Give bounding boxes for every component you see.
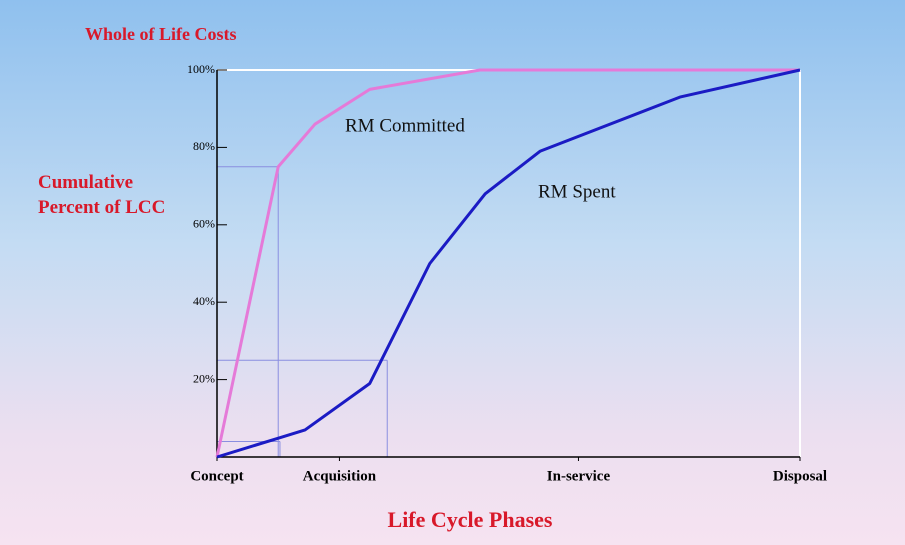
y-tick-label: 80%	[193, 139, 215, 153]
series-line	[216, 68, 801, 459]
series-label: RM Spent	[538, 181, 616, 202]
y-axis-label: Cumulative Percent of LCC	[38, 172, 166, 218]
y-tick-label: 60%	[193, 217, 215, 231]
series-label: RM Committed	[345, 115, 465, 136]
y-tick-label: 20%	[193, 371, 215, 385]
x-tick-label: In-service	[547, 468, 611, 484]
y-tick-label: 100%	[187, 62, 215, 76]
x-tick-label: Concept	[190, 468, 243, 484]
x-tick-label: Disposal	[773, 468, 827, 484]
x-tick-label: Acquisition	[303, 468, 377, 484]
y-tick-label: 40%	[193, 294, 215, 308]
series-line	[215, 68, 800, 458]
x-axis-label: Life Cycle Phases	[388, 507, 553, 532]
chart-title: Whole of Life Costs	[85, 24, 237, 44]
